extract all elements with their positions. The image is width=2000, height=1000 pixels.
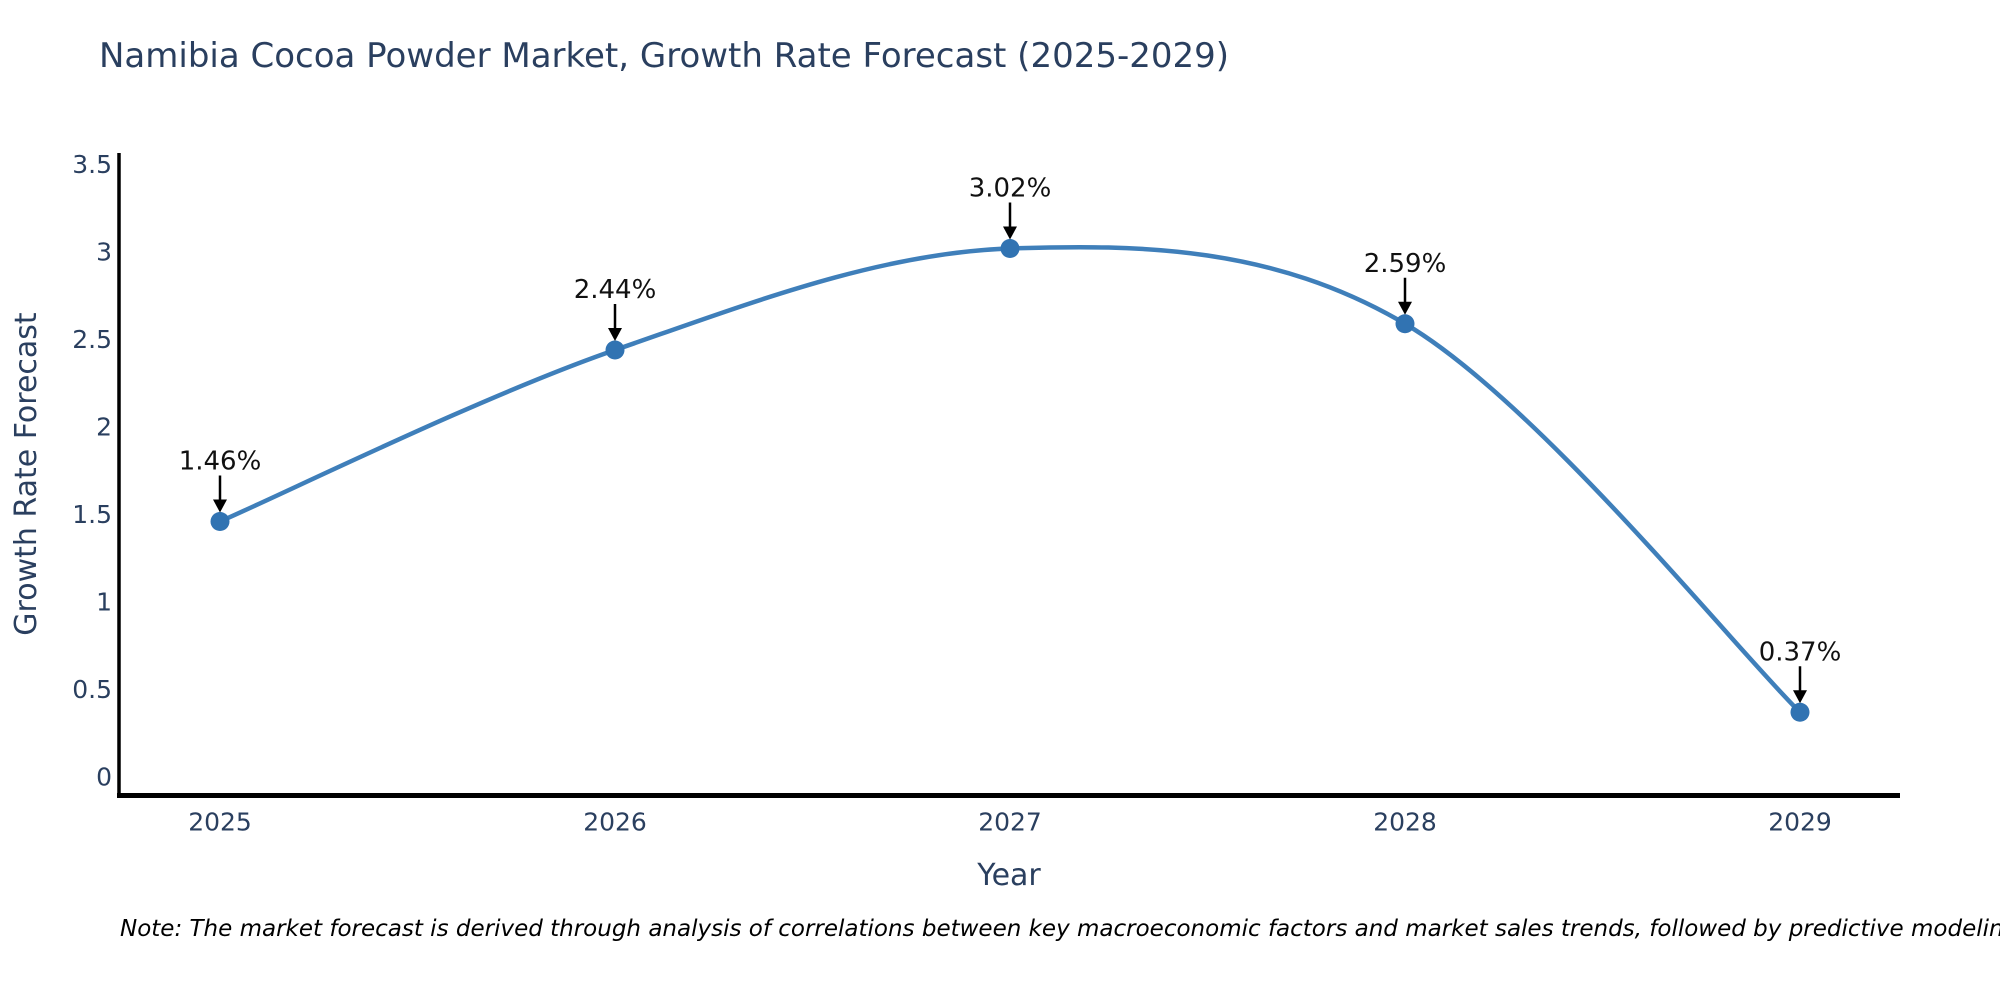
data-point-2025[interactable] [210, 512, 230, 531]
y-tick-label-2: 2 [96, 413, 112, 442]
data-point-2027[interactable] [1000, 239, 1020, 258]
y-tick-label-1.5: 1.5 [72, 500, 112, 529]
data-point-2029[interactable] [1790, 702, 1810, 722]
x-tick-label-2025: 2025 [188, 808, 252, 837]
y-tick-label-2.5: 2.5 [72, 325, 112, 354]
annotation-arrowhead-2025 [213, 499, 227, 513]
data-point-2028[interactable] [1395, 314, 1415, 334]
y-tick-label-0: 0 [96, 763, 112, 792]
annotation-label-2027: 3.02% [969, 174, 1052, 204]
y-tick-label-3.5: 3.5 [72, 150, 112, 179]
annotation-label-2026: 2.44% [574, 275, 657, 305]
annotation-arrowhead-2029 [1793, 690, 1807, 704]
y-tick-label-1: 1 [96, 588, 112, 617]
y-tick-label-3: 3 [96, 238, 112, 267]
x-axis-title: Year [977, 858, 1041, 893]
x-tick-label-2028: 2028 [1373, 808, 1437, 837]
y-tick-label-0.5: 0.5 [72, 675, 112, 704]
annotation-label-2029: 0.37% [1759, 637, 1842, 667]
annotation-label-2025: 1.46% [179, 447, 262, 477]
data-point-2026[interactable] [605, 340, 625, 360]
x-tick-label-2026: 2026 [583, 808, 647, 837]
annotation-arrowhead-2027 [1003, 226, 1017, 240]
annotation-arrowhead-2026 [608, 328, 622, 341]
annotation-label-2028: 2.59% [1364, 249, 1447, 279]
forecast-methodology-note: Note: The market forecast is derived thr… [120, 916, 2000, 942]
annotation-arrowhead-2028 [1398, 301, 1412, 315]
chart-title: Namibia Cocoa Powder Market, Growth Rate… [99, 36, 1230, 76]
forecast-line [217, 244, 1803, 715]
x-tick-label-2029: 2029 [1768, 808, 1832, 837]
x-tick-label-2027: 2027 [978, 808, 1042, 837]
